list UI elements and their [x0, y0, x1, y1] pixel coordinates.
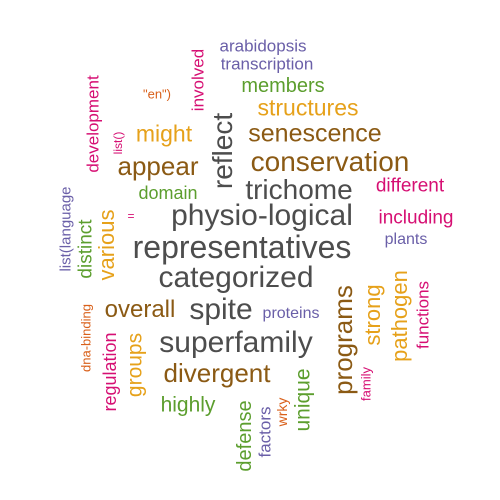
word-list-language: list(language	[57, 186, 75, 272]
word-en-paren: "en")	[142, 86, 172, 102]
word-unique: unique	[291, 368, 315, 432]
word-divergent: divergent	[163, 358, 271, 388]
word-programs: programs	[328, 285, 358, 395]
word-members: members	[241, 75, 325, 97]
word-involved: involved	[188, 48, 208, 112]
word-superfamily: superfamily	[159, 326, 313, 359]
word-different: different	[375, 175, 445, 197]
word-categorized: categorized	[158, 261, 314, 294]
word-strong: strong	[360, 284, 385, 346]
word-defense: defense	[234, 400, 256, 472]
word-conservation: conservation	[250, 146, 410, 177]
word-dna-binding: dna-binding	[78, 304, 94, 372]
word-regulation: regulation	[100, 332, 120, 412]
word-proteins: proteins	[262, 305, 320, 322]
word-development: development	[83, 75, 103, 173]
word-list-paren: list()	[111, 131, 125, 155]
word-physio-logical: physio-logical	[171, 199, 353, 232]
word-structures: structures	[257, 94, 359, 121]
word-spite: spite	[189, 293, 253, 326]
word-including: including	[378, 207, 454, 229]
word-highly: highly	[160, 393, 216, 417]
word-domain: domain	[138, 183, 198, 203]
word-arabidopsis: arabidopsis	[219, 36, 307, 56]
word-trichome: trichome	[245, 174, 353, 205]
word-reflect: reflect	[207, 112, 238, 190]
word-distinct: distinct	[75, 219, 97, 279]
word-factors: factors	[255, 406, 275, 458]
word-might: might	[135, 120, 193, 147]
word-appear: appear	[117, 151, 199, 181]
word-family: family	[358, 367, 374, 401]
word-senescence: senescence	[248, 119, 382, 148]
word-wrky: wrky	[274, 397, 290, 427]
word-representatives: representatives	[132, 229, 352, 265]
word-equals: =	[127, 209, 135, 223]
word-overall: overall	[104, 296, 176, 323]
word-plants: plants	[384, 231, 428, 248]
word-transcription: transcription	[220, 54, 314, 74]
word-functions: functions	[413, 280, 433, 350]
word-groups: groups	[123, 332, 147, 398]
word-pathogen: pathogen	[387, 270, 412, 362]
word-various: various	[94, 209, 119, 281]
